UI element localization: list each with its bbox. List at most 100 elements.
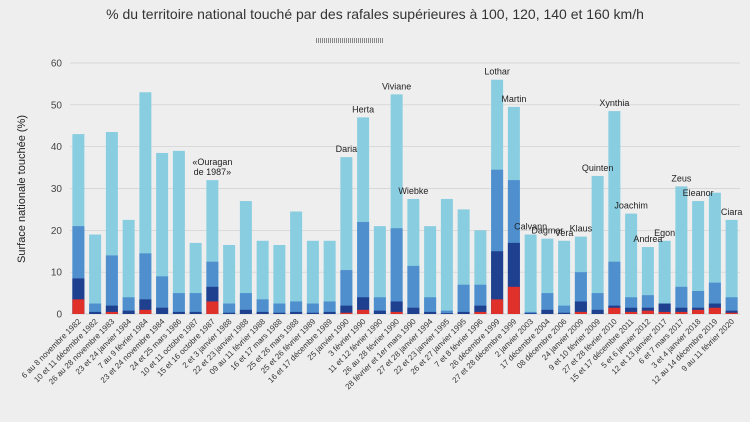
y-tick-label: 60 <box>51 59 63 70</box>
bar-segment <box>591 309 604 314</box>
bar-segment <box>390 228 403 314</box>
bar-segment <box>223 244 236 314</box>
bar-segment <box>658 240 671 314</box>
bar-segment <box>608 261 621 314</box>
bar-segment <box>457 284 470 314</box>
bar-segment <box>357 221 370 314</box>
bar-segment <box>139 309 152 314</box>
bar-segment <box>122 219 135 314</box>
y-axis-label: Surface nationale touchée (%) <box>16 115 28 263</box>
y-tick-label: 20 <box>51 226 63 237</box>
bar-segment <box>323 301 336 314</box>
bar-segment <box>675 307 688 314</box>
storm-label: Eleanor <box>683 188 714 198</box>
bar-segment <box>239 293 252 314</box>
storm-label: de 1987» <box>194 167 232 177</box>
chart-title: % du territoire national touché par des … <box>106 6 644 22</box>
bar-segment <box>524 313 537 314</box>
bar-segment <box>641 310 654 314</box>
bar-segment <box>306 312 319 314</box>
storm-label: Daria <box>336 144 358 154</box>
bar-segment <box>625 213 638 314</box>
bar-segment <box>189 293 202 314</box>
bar-segment <box>424 311 437 314</box>
bar-segment <box>256 240 269 314</box>
bar-segment <box>424 297 437 314</box>
bar-segment <box>675 286 688 314</box>
bar-segment <box>273 303 286 314</box>
bar-segment <box>239 201 252 314</box>
bar-segment <box>541 293 554 314</box>
bar-segment <box>340 312 353 314</box>
storm-label: Wiebke <box>398 186 428 196</box>
storm-label: Xynthia <box>599 98 629 108</box>
bar-segment <box>239 309 252 314</box>
bar-segment <box>273 244 286 314</box>
bar-segment <box>323 240 336 314</box>
y-tick-label: 0 <box>56 310 62 321</box>
bar-segment <box>172 311 185 314</box>
storm-label: Ciara <box>721 207 743 217</box>
bar-segment <box>507 286 520 314</box>
bar-segment <box>72 299 85 314</box>
storm-label: Viviane <box>382 81 411 91</box>
bar-segment <box>407 265 420 314</box>
y-tick-label: 10 <box>51 268 63 279</box>
bar-segment <box>223 312 236 314</box>
bar-segment <box>608 307 621 314</box>
bar-segment <box>424 226 437 314</box>
bar-segment <box>474 311 487 314</box>
bar-segment <box>725 219 738 314</box>
bar-segment <box>558 312 571 314</box>
bar-segment <box>574 311 587 314</box>
bar-segment <box>658 311 671 314</box>
bar-segment <box>708 307 721 314</box>
bar-segment <box>340 305 353 314</box>
storm-label: Martin <box>501 94 526 104</box>
bar-segment <box>725 312 738 314</box>
bar-segment <box>156 152 169 314</box>
bar-segment <box>692 201 705 314</box>
bar-segment <box>105 311 118 314</box>
bar-segment <box>189 311 202 314</box>
bar-segment <box>440 310 453 314</box>
storm-label: Egon <box>654 228 675 238</box>
bar-segment <box>658 303 671 314</box>
bar-segment <box>725 310 738 314</box>
bar-segment <box>105 305 118 314</box>
bar-segment <box>89 303 102 314</box>
bar-segment <box>725 297 738 314</box>
bar-segment <box>390 301 403 314</box>
bar-segment <box>373 310 386 314</box>
storm-label: Dagmar <box>531 226 563 236</box>
bar-segment <box>373 297 386 314</box>
bar-segment <box>407 307 420 314</box>
bar-segment <box>323 311 336 314</box>
bar-segment <box>625 307 638 314</box>
bar-segment <box>290 211 303 314</box>
bar-segment <box>474 305 487 314</box>
bar-segment <box>122 310 135 314</box>
y-tick-label: 50 <box>51 100 63 111</box>
bar-segment <box>156 307 169 314</box>
bar-segment <box>558 305 571 314</box>
bar-segment <box>625 311 638 314</box>
bar-segment <box>139 253 152 314</box>
storm-label: Herta <box>352 104 374 114</box>
bar-segment <box>675 186 688 314</box>
storm-label: Vera <box>555 228 574 238</box>
bar-segment <box>273 312 286 314</box>
bar-segment <box>256 299 269 314</box>
storm-label: Klaus <box>570 224 593 234</box>
bar-segment <box>675 311 688 314</box>
bar-segment <box>290 311 303 314</box>
bar-segment <box>306 240 319 314</box>
bar-segment <box>440 198 453 314</box>
bar-segment <box>340 270 353 314</box>
storm-label: Lothar <box>484 67 510 77</box>
storm-label: Zeus <box>671 173 692 183</box>
storm-label: Joachim <box>614 201 648 211</box>
bar-segment <box>558 240 571 314</box>
bar-segment <box>692 309 705 314</box>
